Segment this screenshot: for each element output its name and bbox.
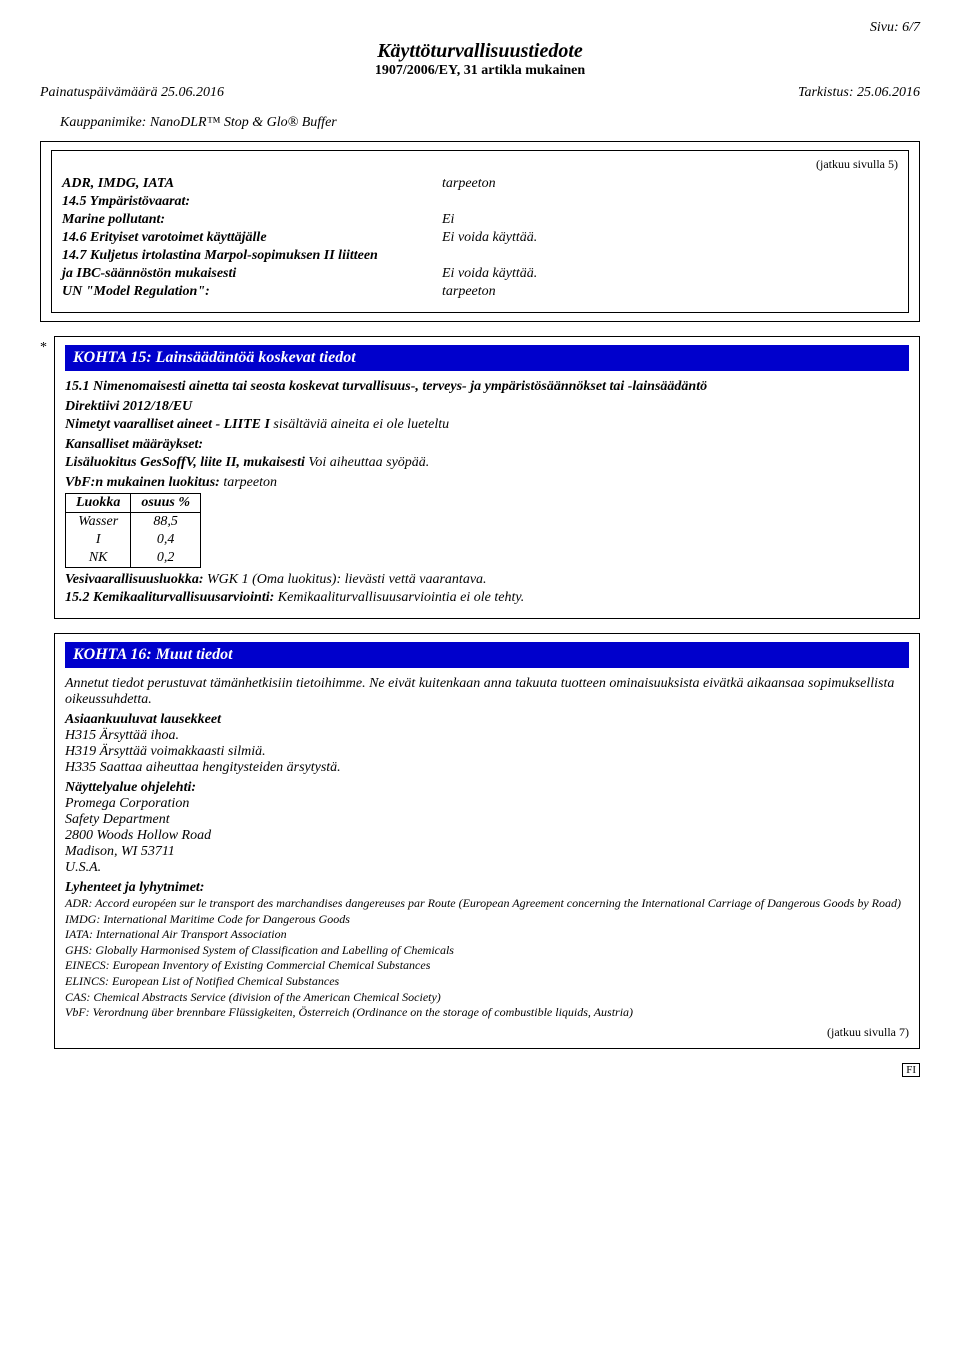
department-heading: Näyttelyalue ohjelehti:: [65, 780, 909, 796]
vbf-table-cell: 0,4: [131, 531, 201, 549]
vbf-bold: VbF:n mukainen luokitus:: [65, 475, 220, 490]
department-line: Safety Department: [65, 812, 909, 828]
abbreviations-heading: Lyhenteet ja lyhytnimet:: [65, 880, 909, 896]
wgk-bold: Vesivaarallisuusluokka:: [65, 572, 203, 587]
directive-substances-ital: sisältäviä aineita ei ole lueteltu: [270, 417, 449, 432]
un-model-regulation-value: tarpeeton: [442, 284, 496, 300]
abbreviation-line: EINECS: European Inventory of Existing C…: [65, 958, 909, 974]
vbf-table-cell: NK: [66, 549, 131, 568]
section15-box: KOHTA 15: Lainsäädäntöä koskevat tiedot …: [54, 336, 920, 619]
gessoff-bold: Lisäluokitus GesSoffV, liite II, mukaise…: [65, 455, 305, 470]
assessment-bold: 15.2 Kemikaaliturvallisuusarviointi:: [65, 590, 274, 605]
h319-phrase: H319 Ärsyttää voimakkaasti silmiä.: [65, 744, 909, 760]
department-line: Madison, WI 53711: [65, 844, 909, 860]
vbf-table-header-class: Luokka: [66, 494, 131, 513]
marine-pollutant-label: Marine pollutant:: [62, 212, 442, 228]
env-hazard-heading: 14.5 Ympäristövaarat:: [62, 194, 898, 210]
page-number: Sivu: 6/7: [40, 20, 920, 36]
directive-substances-line: Nimetyt vaaralliset aineet - LIITE I sis…: [65, 417, 909, 433]
gessoff-ital: Voi aiheuttaa syöpää.: [305, 455, 429, 470]
print-date: Painatuspäivämäärä 25.06.2016: [40, 85, 224, 101]
abbreviation-line: IMDG: International Maritime Code for Da…: [65, 912, 909, 928]
vbf-table-header-percent: osuus %: [131, 494, 201, 513]
relevant-phrases-heading: Asiaankuuluvat lausekkeet: [65, 712, 909, 728]
adr-label: ADR, IMDG, IATA: [62, 176, 442, 192]
continued-from-note: (jatkuu sivulla 5): [62, 157, 898, 172]
change-star-icon: *: [40, 340, 54, 356]
country-code-mark: FI: [54, 1063, 920, 1077]
department-line: Promega Corporation: [65, 796, 909, 812]
bulk-transport-label-line1: 14.7 Kuljetus irtolastina Marpol-sopimuk…: [62, 248, 898, 264]
abbreviation-line: ELINCS: European List of Notified Chemic…: [65, 974, 909, 990]
special-precautions-value: Ei voida käyttää.: [442, 230, 537, 246]
h335-phrase: H335 Saattaa aiheuttaa hengitysteiden är…: [65, 760, 909, 776]
document-title: Käyttöturvallisuustiedote: [40, 40, 920, 63]
un-model-regulation-label: UN "Model Regulation":: [62, 284, 442, 300]
continued-next-note: (jatkuu sivulla 7): [65, 1025, 909, 1040]
adr-value: tarpeeton: [442, 176, 496, 192]
section16-heading: KOHTA 16: Muut tiedot: [65, 642, 909, 668]
trade-name: Kauppanimike: NanoDLR™ Stop & Glo® Buffe…: [60, 115, 920, 131]
vbf-table-cell: 0,2: [131, 549, 201, 568]
wgk-line: Vesivaarallisuusluokka: WGK 1 (Oma luoki…: [65, 572, 909, 588]
abbreviation-line: ADR: Accord européen sur le transport de…: [65, 896, 909, 912]
department-line: U.S.A.: [65, 860, 909, 876]
section15-1-heading: 15.1 Nimenomaisesti ainetta tai seosta k…: [65, 379, 909, 395]
national-regulations-heading: Kansalliset määräykset:: [65, 437, 909, 453]
bulk-transport-value: Ei voida käyttää.: [442, 266, 537, 282]
marine-pollutant-value: Ei: [442, 212, 454, 228]
vbf-line: VbF:n mukainen luokitus: tarpeeton: [65, 475, 909, 491]
wgk-ital: WGK 1 (Oma luokitus): lievästi vettä vaa…: [203, 572, 486, 587]
section14-outer-box: (jatkuu sivulla 5) ADR, IMDG, IATA tarpe…: [40, 141, 920, 322]
gessoff-line: Lisäluokitus GesSoffV, liite II, mukaise…: [65, 455, 909, 471]
directive-heading: Direktiivi 2012/18/EU: [65, 399, 909, 415]
bulk-transport-label-line2: ja IBC-säännöstön mukaisesti: [62, 266, 442, 282]
document-subtitle: 1907/2006/EY, 31 artikla mukainen: [40, 63, 920, 79]
abbreviation-line: CAS: Chemical Abstracts Service (divisio…: [65, 990, 909, 1006]
vbf-table: Luokka osuus % Wasser 88,5 I 0,4 NK 0,2: [65, 493, 201, 568]
vbf-table-cell: Wasser: [66, 513, 131, 532]
abbreviation-line: VbF: Verordnung über brennbare Flüssigke…: [65, 1005, 909, 1021]
abbreviation-line: IATA: International Air Transport Associ…: [65, 927, 909, 943]
assessment-ital: Kemikaaliturvallisuusarviointia ei ole t…: [274, 590, 524, 605]
vbf-table-cell: I: [66, 531, 131, 549]
special-precautions-label: 14.6 Erityiset varotoimet käyttäjälle: [62, 230, 442, 246]
directive-substances-bold: Nimetyt vaaralliset aineet - LIITE I: [65, 417, 270, 432]
vbf-ital: tarpeeton: [220, 475, 277, 490]
section15-heading: KOHTA 15: Lainsäädäntöä koskevat tiedot: [65, 345, 909, 371]
vbf-table-cell: 88,5: [131, 513, 201, 532]
revision-date: Tarkistus: 25.06.2016: [798, 85, 920, 101]
section16-intro: Annetut tiedot perustuvat tämänhetkisiin…: [65, 676, 909, 708]
abbreviation-line: GHS: Globally Harmonised System of Class…: [65, 943, 909, 959]
safety-assessment-line: 15.2 Kemikaaliturvallisuusarviointi: Kem…: [65, 590, 909, 606]
section14-inner-box: (jatkuu sivulla 5) ADR, IMDG, IATA tarpe…: [51, 150, 909, 313]
department-line: 2800 Woods Hollow Road: [65, 828, 909, 844]
section16-box: KOHTA 16: Muut tiedot Annetut tiedot per…: [54, 633, 920, 1049]
h315-phrase: H315 Ärsyttää ihoa.: [65, 728, 909, 744]
